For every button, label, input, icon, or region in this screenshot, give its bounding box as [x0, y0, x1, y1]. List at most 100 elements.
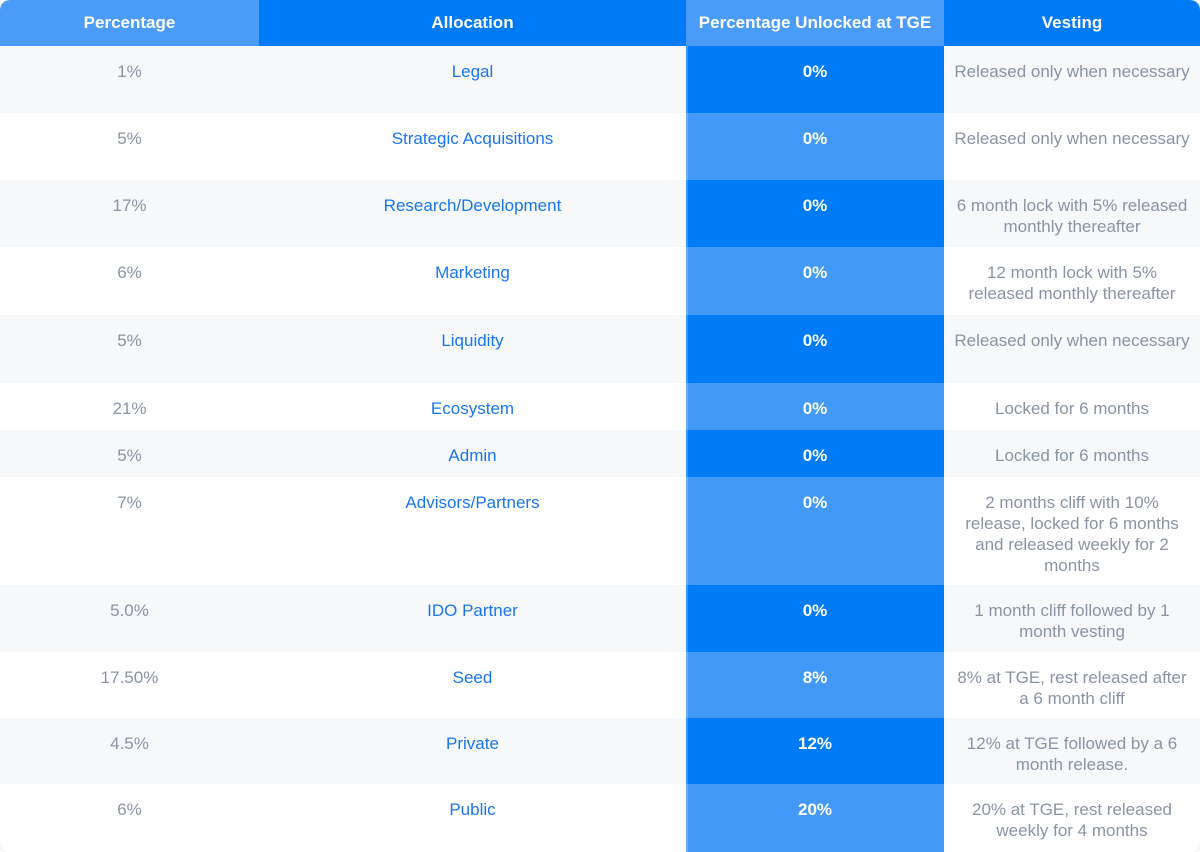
allocation-label-text: Ecosystem	[430, 399, 515, 418]
unlocked-at-tge-value-text: 0%	[802, 446, 828, 465]
vesting-description: 1 month cliff followed by 1 month vestin…	[944, 585, 1200, 652]
vesting-description: Released only when necessary	[944, 315, 1200, 383]
allocation-label: Legal	[259, 46, 686, 113]
percentage-value: 6%	[0, 784, 259, 852]
percentage-value: 17%	[0, 180, 259, 247]
percentage-value: 7%	[0, 477, 259, 585]
allocation-label: Seed	[259, 652, 686, 718]
percentage-value-text: 5%	[117, 331, 142, 350]
unlocked-at-tge-value-text: 12%	[797, 734, 833, 753]
percentage-value-text: 1%	[117, 62, 142, 81]
table-row: 4.5% Private 12% 12% at TGE followed by a 6…	[0, 718, 1200, 784]
unlocked-at-tge-value: 0%	[686, 430, 944, 477]
unlocked-at-tge-value: 0%	[686, 383, 944, 430]
unlocked-at-tge-value: 8%	[686, 652, 944, 718]
unlocked-at-tge-value-text: 0%	[802, 493, 828, 512]
vesting-description: 2 months cliff with 10% release, locked …	[944, 477, 1200, 585]
percentage-value: 5.0%	[0, 585, 259, 652]
column-header-percentage: Percentage	[0, 0, 259, 46]
allocation-label-text: Advisors/Partners	[405, 493, 540, 512]
table-row: 5% Admin 0% Locked for 6 months	[0, 430, 1200, 477]
percentage-value-text: 6%	[117, 800, 142, 819]
allocation-label: Private	[259, 718, 686, 784]
unlocked-at-tge-value-text: 0%	[802, 62, 828, 81]
unlocked-at-tge-value: 0%	[686, 46, 944, 113]
percentage-value: 5%	[0, 113, 259, 180]
vesting-description-text: Locked for 6 months	[994, 399, 1150, 418]
vesting-description-text: 12% at TGE followed by a 6 month release…	[966, 734, 1178, 774]
vesting-description: Released only when necessary	[944, 113, 1200, 180]
percentage-value-text: 21%	[112, 399, 147, 418]
unlocked-at-tge-value: 12%	[686, 718, 944, 784]
table-row: 17.50% Seed 8% 8% at TGE, rest released aft…	[0, 652, 1200, 718]
vesting-description: Locked for 6 months	[944, 430, 1200, 477]
table-row: 5.0% IDO Partner 0% 1 month cliff followed …	[0, 585, 1200, 652]
unlocked-at-tge-value: 0%	[686, 180, 944, 247]
percentage-value: 6%	[0, 247, 259, 315]
vesting-description-text: 12 month lock with 5% released monthly t…	[968, 263, 1176, 303]
allocation-label: Marketing	[259, 247, 686, 315]
unlocked-at-tge-value-text: 0%	[802, 331, 828, 350]
table-row: 21% Ecosystem 0% Locked for 6 months	[0, 383, 1200, 430]
vesting-description-text: Released only when necessary	[954, 331, 1190, 350]
unlocked-at-tge-value-text: 0%	[802, 129, 828, 148]
vesting-description: 8% at TGE, rest released after a 6 month…	[944, 652, 1200, 718]
table-row: 5% Strategic Acquisitions 0% Released only …	[0, 113, 1200, 180]
vesting-description-text: 1 month cliff followed by 1 month vestin…	[974, 601, 1170, 641]
vesting-description: 12 month lock with 5% released monthly t…	[944, 247, 1200, 315]
vesting-description-text: Released only when necessary	[954, 62, 1190, 81]
allocation-label-text: IDO Partner	[427, 601, 518, 620]
vesting-description-text: 2 months cliff with 10% release, locked …	[965, 493, 1179, 575]
percentage-value-text: 4.5%	[110, 734, 149, 753]
allocation-label: Liquidity	[259, 315, 686, 383]
vesting-description: 20% at TGE, rest released weekly for 4 m…	[944, 784, 1200, 852]
percentage-value: 21%	[0, 383, 259, 430]
table-row: 6% Public 20% 20% at TGE, rest released wee…	[0, 784, 1200, 852]
vesting-description-text: 20% at TGE, rest released weekly for 4 m…	[971, 800, 1172, 840]
percentage-value: 4.5%	[0, 718, 259, 784]
percentage-value-text: 5%	[117, 446, 142, 465]
vesting-description-text: Locked for 6 months	[994, 446, 1150, 465]
percentage-value-text: 17.50%	[100, 668, 159, 687]
allocation-label: Admin	[259, 430, 686, 477]
percentage-value: 1%	[0, 46, 259, 113]
percentage-value-text: 17%	[112, 196, 147, 215]
vesting-description: 6 month lock with 5% released monthly th…	[944, 180, 1200, 247]
percentage-value-text: 5%	[117, 129, 142, 148]
allocation-label-text: Marketing	[435, 263, 510, 282]
table-body: 1% Legal 0% Released only when necessary 5% S…	[0, 46, 1200, 852]
table-row: 6% Marketing 0% 12 month lock with 5% relea…	[0, 247, 1200, 315]
allocation-label: Ecosystem	[259, 383, 686, 430]
allocation-label-text: Research/Development	[383, 196, 562, 215]
table-header: Percentage Allocation Percentage Unlocke…	[0, 0, 1200, 46]
allocation-label: Public	[259, 784, 686, 852]
percentage-value-text: 5.0%	[110, 601, 149, 620]
percentage-value: 17.50%	[0, 652, 259, 718]
allocation-label-text: Public	[449, 800, 496, 819]
allocation-label-text: Seed	[452, 668, 493, 687]
allocation-label: Research/Development	[259, 180, 686, 247]
unlocked-at-tge-value: 0%	[686, 247, 944, 315]
unlocked-at-tge-value-text: 20%	[797, 800, 833, 819]
unlocked-at-tge-value-text: 0%	[802, 263, 828, 282]
allocation-label-text: Legal	[451, 62, 494, 81]
unlocked-at-tge-value-text: 0%	[802, 601, 828, 620]
unlocked-at-tge-value: 0%	[686, 585, 944, 652]
unlocked-at-tge-value: 0%	[686, 477, 944, 585]
vesting-description: 12% at TGE followed by a 6 month release…	[944, 718, 1200, 784]
unlocked-at-tge-value: 20%	[686, 784, 944, 852]
column-header-unlocked-at-tge: Percentage Unlocked at TGE	[686, 0, 944, 46]
allocation-label-text: Admin	[448, 446, 497, 465]
allocation-label: IDO Partner	[259, 585, 686, 652]
percentage-value-text: 6%	[117, 263, 142, 282]
unlocked-at-tge-value-text: 8%	[802, 668, 828, 687]
percentage-value: 5%	[0, 315, 259, 383]
percentage-value: 5%	[0, 430, 259, 477]
vesting-description: Locked for 6 months	[944, 383, 1200, 430]
percentage-value-text: 7%	[117, 493, 142, 512]
table-row: 5% Liquidity 0% Released only when necessar…	[0, 315, 1200, 383]
vesting-description-text: Released only when necessary	[954, 129, 1190, 148]
table-row: 1% Legal 0% Released only when necessary	[0, 46, 1200, 113]
unlocked-at-tge-value: 0%	[686, 315, 944, 383]
